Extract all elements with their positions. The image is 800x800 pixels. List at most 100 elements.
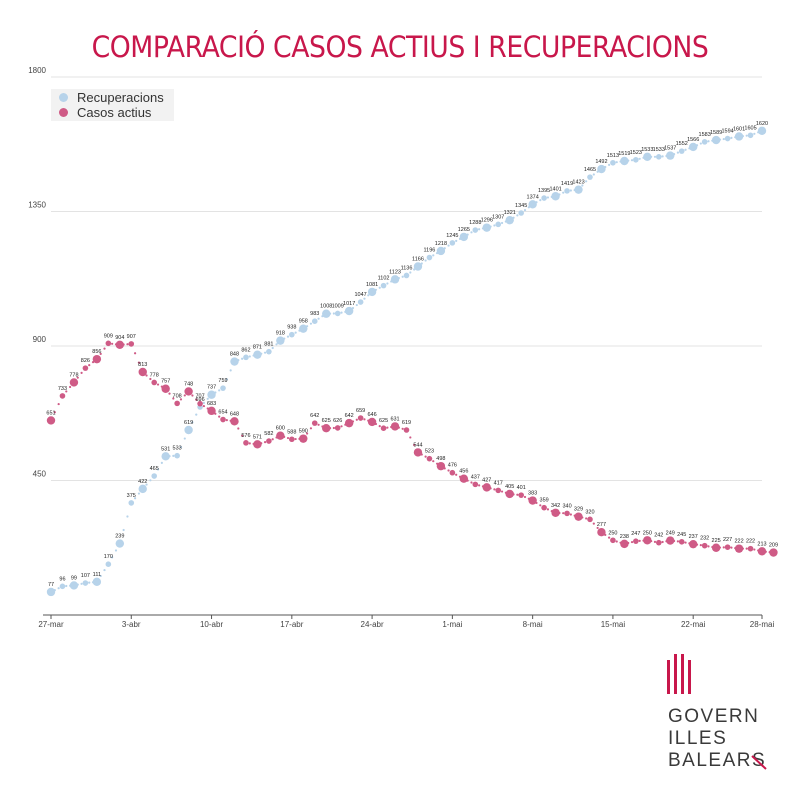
data-label-casos-actius: 383 — [528, 491, 537, 497]
series-connector-dot-recuperacions — [332, 312, 335, 315]
data-point-casos-actius — [403, 427, 410, 433]
series-connector-dot-recuperacions — [225, 378, 228, 381]
data-label-casos-actius: 250 — [608, 530, 617, 536]
data-point-recuperacions — [357, 299, 364, 305]
series-connector-dot-casos-actius — [378, 425, 381, 428]
series-connector-dot-casos-actius — [386, 426, 389, 429]
data-point-casos-actius — [253, 440, 262, 449]
x-tick-label: 3-abr — [122, 620, 141, 629]
data-point-recuperacions — [597, 164, 606, 174]
data-point-casos-actius — [220, 416, 226, 423]
series-connector-dot-recuperacions — [99, 574, 102, 578]
data-label-recuperacions: 696 — [195, 397, 204, 403]
data-point-recuperacions — [59, 583, 66, 590]
series-connector-dot-casos-actius — [638, 539, 641, 542]
data-label-recuperacions: 983 — [310, 311, 319, 317]
data-label-recuperacions: 1492 — [595, 159, 607, 165]
data-point-recuperacions — [633, 156, 639, 163]
series-connector-dot-recuperacions — [546, 196, 550, 199]
series-connector-dot-recuperacions — [183, 437, 186, 440]
data-label-recuperacions: 1620 — [756, 121, 768, 127]
data-point-casos-actius — [587, 516, 593, 523]
data-label-casos-actius: 582 — [264, 431, 273, 437]
series-connector-dot-casos-actius — [432, 460, 435, 463]
series-connector-dot-recuperacions — [133, 497, 137, 500]
data-point-casos-actius — [734, 544, 744, 553]
data-point-casos-actius — [82, 365, 89, 371]
data-point-recuperacions — [426, 254, 433, 261]
data-label-casos-actius: 757 — [161, 379, 170, 385]
data-point-casos-actius — [243, 440, 249, 446]
x-tick-label: 1-mai — [442, 620, 462, 629]
data-point-recuperacions — [322, 309, 331, 318]
series-connector-dot-casos-actius — [225, 419, 228, 422]
series-connector-dot-casos-actius — [133, 352, 137, 355]
data-label-recuperacions: 1589 — [710, 130, 722, 136]
data-point-casos-actius — [666, 536, 675, 545]
data-point-casos-actius — [701, 542, 708, 549]
data-label-recuperacions: 1047 — [355, 292, 367, 298]
data-label-recuperacions: 1533 — [641, 147, 653, 153]
data-label-casos-actius: 250 — [643, 530, 652, 536]
data-label-casos-actius: 237 — [689, 534, 698, 540]
series-connector-dot-casos-actius — [745, 547, 748, 550]
series-connector-dot-recuperacions — [241, 357, 244, 360]
data-point-casos-actius — [541, 504, 547, 511]
legend-label-casos-actius: Casos actius — [77, 105, 152, 120]
series-connector-dot-casos-actius — [401, 427, 404, 430]
data-point-casos-actius — [620, 539, 629, 549]
series-connector-dot-casos-actius — [306, 432, 309, 435]
data-point-casos-actius — [207, 406, 216, 416]
series-connector-dot-recuperacions — [263, 351, 267, 354]
series-connector-dot-casos-actius — [523, 495, 527, 499]
y-tick-label: 1350 — [28, 201, 46, 210]
data-label-recuperacions: 759 — [218, 378, 227, 384]
logo-text-illes: ILLES — [668, 728, 728, 749]
series-connector-dot-recuperacions — [156, 468, 160, 471]
data-point-recuperacions — [220, 385, 226, 391]
series-connector-dot-recuperacions — [539, 199, 542, 202]
series-connector-dot-casos-actius — [237, 427, 240, 430]
data-label-casos-actius: 826 — [81, 358, 90, 364]
series-connector-dot-recuperacions — [722, 137, 725, 141]
data-label-recuperacions: 1566 — [687, 137, 699, 143]
coat-of-arms-bars-icon — [667, 654, 691, 694]
data-label-casos-actius: 498 — [436, 456, 445, 462]
data-point-recuperacions — [541, 195, 547, 201]
series-connector-dot-recuperacions — [145, 483, 148, 486]
data-point-casos-actius — [643, 536, 652, 545]
data-point-casos-actius — [151, 379, 158, 386]
data-point-recuperacions — [92, 577, 102, 587]
series-connector-dot-casos-actius — [69, 385, 72, 389]
data-point-casos-actius — [289, 436, 295, 443]
data-label-recuperacions: 1288 — [469, 220, 481, 226]
data-point-casos-actius — [505, 489, 514, 499]
series-connector-dot-casos-actius — [241, 434, 244, 437]
data-point-recuperacions — [289, 331, 295, 338]
series-connector-dot-casos-actius — [309, 427, 313, 430]
series-connector-dot-recuperacions — [202, 401, 206, 404]
data-label-recuperacions: 531 — [161, 446, 170, 452]
data-label-casos-actius: 588 — [287, 429, 296, 435]
data-label-casos-actius: 427 — [482, 477, 491, 483]
data-point-casos-actius — [449, 469, 456, 476]
series-connector-dot-casos-actius — [630, 540, 634, 544]
data-label-casos-actius: 405 — [505, 484, 514, 490]
series-connector-dot-casos-actius — [699, 544, 702, 547]
data-label-recuperacions: 1533 — [653, 147, 665, 153]
data-point-casos-actius — [115, 340, 125, 350]
series-connector-dot-recuperacions — [80, 582, 83, 585]
data-label-casos-actius: 359 — [540, 498, 549, 504]
series-connector-dot-recuperacions — [409, 271, 412, 274]
data-label-casos-actius: 523 — [425, 449, 434, 455]
data-point-recuperacions — [551, 192, 560, 201]
y-tick-label: 900 — [33, 335, 47, 344]
data-point-casos-actius — [299, 434, 308, 443]
data-point-recuperacions — [655, 154, 662, 160]
data-point-casos-actius — [564, 510, 570, 517]
data-point-casos-actius — [276, 431, 285, 440]
data-label-recuperacions: 1594 — [721, 129, 733, 135]
data-point-recuperacions — [243, 354, 249, 361]
data-label-casos-actius: 222 — [734, 539, 743, 545]
